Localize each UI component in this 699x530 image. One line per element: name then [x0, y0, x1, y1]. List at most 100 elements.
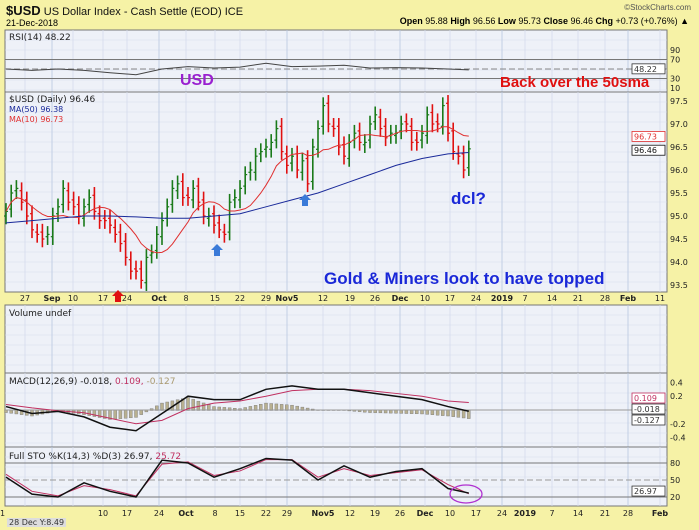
- macd-y-tick: -0.2: [670, 420, 686, 429]
- macd-histogram-bar: [118, 409, 123, 419]
- price-bar: [175, 175, 180, 199]
- price-bar: [336, 118, 341, 156]
- panel-vol: [4, 304, 668, 374]
- price-bar: [409, 118, 414, 151]
- chg-label: Chg: [595, 16, 614, 26]
- highlight-circle: [449, 484, 483, 504]
- macd-y-tick: 0.4: [670, 378, 683, 387]
- price-bar: [196, 177, 201, 211]
- macd-y-tick: 0.2: [670, 392, 683, 401]
- price-bar: [45, 226, 50, 245]
- price-bar: [113, 219, 118, 243]
- price-y-tick: 96.5: [670, 143, 688, 152]
- macd-histogram-bar: [123, 409, 128, 419]
- price-bar: [217, 214, 222, 239]
- price-bar: [362, 134, 367, 153]
- x-tick-label: 27: [20, 294, 30, 303]
- x-tick-label-bottom: 29: [282, 509, 292, 518]
- x-tick-label-bottom: 24: [154, 509, 164, 518]
- price-bar: [134, 260, 138, 280]
- rsi-legend: RSI(14) 48.22: [9, 33, 71, 43]
- price-bar: [66, 182, 71, 211]
- price-y-tick: 96.0: [670, 166, 688, 175]
- open-value: 95.88: [425, 16, 448, 26]
- timestamp: 28 Dec Y:8.49: [7, 518, 67, 527]
- macd-histogram-bar: [139, 409, 143, 415]
- x-tick-label: 17: [98, 294, 108, 303]
- macd-histogram-bar: [456, 409, 461, 418]
- macd-histogram-bar: [399, 409, 403, 414]
- chart-title: $USD US Dollar Index - Cash Settle (EOD)…: [6, 3, 243, 18]
- close-label: Close: [543, 16, 568, 26]
- price-y-tick: 93.5: [670, 281, 688, 290]
- x-tick-label: Feb: [620, 294, 637, 303]
- brand: ©StockCharts.com: [624, 3, 691, 12]
- annotation-usd: USD: [180, 72, 214, 89]
- price-bar: [461, 145, 466, 179]
- x-tick-label-bottom: Nov5: [312, 509, 335, 518]
- macd-histogram-bar: [87, 409, 91, 416]
- x-tick-label: 14: [547, 294, 557, 303]
- arrow-up-red: [112, 290, 124, 302]
- price-bar: [258, 143, 263, 163]
- close-value-tag-box: [631, 144, 666, 156]
- x-tick-label: 8: [183, 294, 188, 303]
- rsi-y-tick: 30: [670, 75, 680, 84]
- price-bar: [331, 118, 336, 137]
- macd-histogram-bar: [435, 409, 440, 416]
- price-bar: [108, 210, 112, 234]
- price-bar: [253, 147, 258, 181]
- macd-hist-tag-box: [631, 414, 666, 426]
- price-bar: [466, 140, 471, 176]
- low-label: Low: [497, 16, 516, 26]
- price-bar: [243, 166, 248, 195]
- price-bar: [305, 150, 310, 193]
- price-bar: [92, 187, 97, 220]
- macd-value-tag: -0.018: [634, 405, 660, 414]
- price-legend: $USD (Daily) 96.46: [9, 95, 96, 105]
- price-bar: [373, 106, 378, 130]
- price-bar: [61, 180, 66, 213]
- price-bar: [201, 191, 206, 225]
- macd-histogram-bar: [461, 409, 466, 419]
- macd-histogram-bar: [191, 399, 195, 411]
- x-tick-label: 17: [445, 294, 455, 303]
- macd-histogram-bar: [113, 409, 117, 420]
- high-value: 96.56: [472, 16, 496, 26]
- x-tick-label-bottom: 26: [395, 509, 405, 518]
- price-bar: [35, 223, 40, 243]
- macd-signal-line: [5, 388, 469, 425]
- macd-histogram-bar: [264, 402, 268, 411]
- price-bar: [316, 120, 320, 158]
- macd-histogram-bar: [175, 399, 180, 411]
- ma10-value-tag-box: [631, 131, 666, 142]
- sto-d-line: [5, 459, 470, 497]
- x-tick-label-bottom: 11: [0, 509, 5, 518]
- macd-signal-tag-box: [631, 392, 666, 404]
- macd-histogram-bar: [160, 402, 164, 411]
- macd-histogram-bar: [201, 402, 206, 411]
- ma50-line: [5, 152, 469, 224]
- symbol: $USD: [6, 3, 41, 18]
- sto-value-tag-box: [631, 485, 666, 497]
- x-tick-label: 19: [345, 294, 355, 303]
- x-tick-label: Nov5: [276, 294, 299, 303]
- x-tick-label: 22: [235, 294, 245, 303]
- annotation-gold: Gold & Miners look to have topped: [324, 269, 605, 288]
- macd-histogram-bar: [441, 409, 445, 416]
- price-y-tick: 95.5: [670, 189, 688, 198]
- macd-y-tick: -0.4: [670, 434, 686, 443]
- price-bar: [222, 223, 227, 243]
- x-tick-label-bottom: 14: [573, 509, 583, 518]
- macd-histogram-bar: [409, 409, 414, 414]
- close-value: 96.46: [570, 16, 593, 26]
- price-y-tick: 94.5: [670, 235, 688, 244]
- price-bar: [19, 182, 24, 211]
- price-bar: [212, 205, 216, 234]
- macd-histogram-bar: [14, 409, 19, 415]
- x-tick-label-bottom: 10: [445, 509, 455, 518]
- arrow-up-blue: [211, 244, 223, 256]
- annotation-dcl: dcl?: [451, 189, 486, 208]
- macd-histogram-bar: [425, 409, 429, 415]
- x-tick-label: 15: [210, 294, 220, 303]
